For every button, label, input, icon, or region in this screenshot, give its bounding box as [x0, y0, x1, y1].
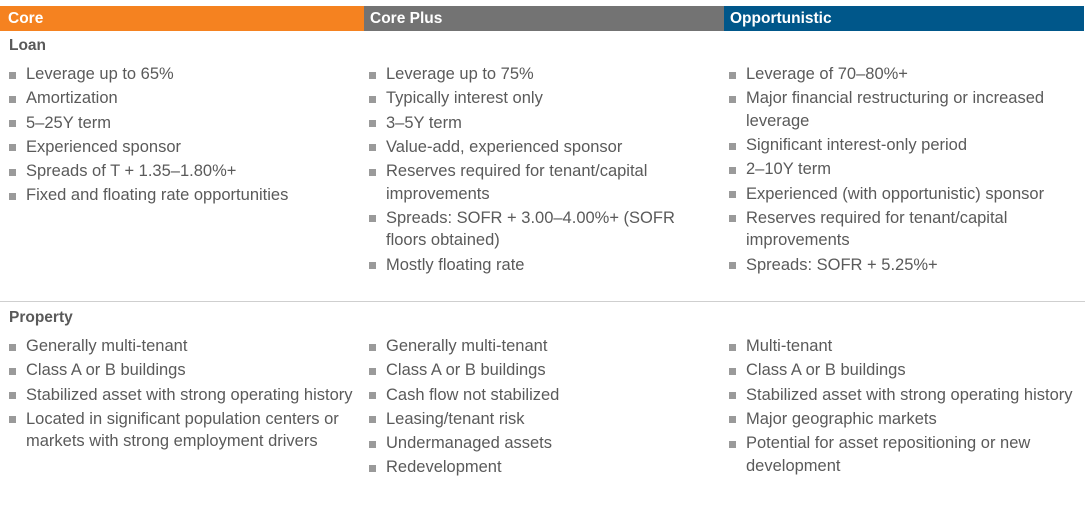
section-title-loan: Loan	[9, 37, 47, 54]
list-item: Major financial restructuring or increas…	[729, 87, 1074, 132]
list-item: Leverage of 70–80%+	[729, 63, 1074, 86]
list-item: 3–5Y term	[369, 112, 714, 135]
list-item: Major geographic markets	[729, 408, 1074, 431]
column-header-row: Core Core Plus Opportunistic	[0, 6, 1084, 31]
list-item: Value-add, experienced sponsor	[369, 136, 714, 159]
list-item: Spreads: SOFR + 5.25%+	[729, 254, 1074, 277]
header-opportunistic: Opportunistic	[724, 6, 1084, 31]
list-item: Undermanaged assets	[369, 432, 714, 455]
list-item: Class A or B buildings	[9, 359, 354, 382]
list-item: Generally multi-tenant	[9, 335, 354, 358]
loan-core-plus-list: Leverage up to 75% Typically interest onl…	[369, 63, 714, 278]
loan-core-list: Leverage up to 65% Amortization 5–25Y term…	[9, 63, 354, 209]
list-item: Reserves required for tenant/capital imp…	[729, 207, 1074, 252]
header-core-plus: Core Plus	[364, 6, 724, 31]
property-opportunistic-list: Multi-tenant Class A or B buildings Stabil…	[729, 335, 1074, 479]
list-item: Class A or B buildings	[729, 359, 1074, 382]
list-item: Generally multi-tenant	[369, 335, 714, 358]
list-item: Experienced sponsor	[9, 136, 354, 159]
list-item: Leasing/tenant risk	[369, 408, 714, 431]
list-item: Amortization	[9, 87, 354, 110]
list-item: Multi-tenant	[729, 335, 1074, 358]
list-item: Significant interest-only period	[729, 134, 1074, 157]
list-item: Spreads of T + 1.35–1.80%+	[9, 160, 354, 183]
list-item: Stabilized asset with strong operating h…	[9, 384, 354, 407]
list-item: Potential for asset repositioning or new…	[729, 432, 1074, 477]
section-title-property: Property	[9, 309, 73, 326]
list-item: Redevelopment	[369, 456, 714, 479]
property-core-plus-list: Generally multi-tenant Class A or B build…	[369, 335, 714, 481]
list-item: Class A or B buildings	[369, 359, 714, 382]
header-core: Core	[0, 6, 364, 31]
list-item: Leverage up to 75%	[369, 63, 714, 86]
list-item: Located in significant population center…	[9, 408, 354, 453]
loan-opportunistic-list: Leverage of 70–80%+ Major financial restr…	[729, 63, 1074, 278]
list-item: Reserves required for tenant/capital imp…	[369, 160, 714, 205]
list-item: Fixed and floating rate opportunities	[9, 184, 354, 207]
list-item: Experienced (with opportunistic) sponsor	[729, 183, 1074, 206]
list-item: Spreads: SOFR + 3.00–4.00%+ (SOFR floors…	[369, 207, 714, 252]
list-item: Leverage up to 65%	[9, 63, 354, 86]
list-item: 2–10Y term	[729, 158, 1074, 181]
list-item: Mostly floating rate	[369, 254, 714, 277]
property-core-list: Generally multi-tenant Class A or B build…	[9, 335, 354, 455]
section-divider	[0, 301, 1085, 302]
list-item: 5–25Y term	[9, 112, 354, 135]
list-item: Cash flow not stabilized	[369, 384, 714, 407]
list-item: Stabilized asset with strong operating h…	[729, 384, 1074, 407]
list-item: Typically interest only	[369, 87, 714, 110]
